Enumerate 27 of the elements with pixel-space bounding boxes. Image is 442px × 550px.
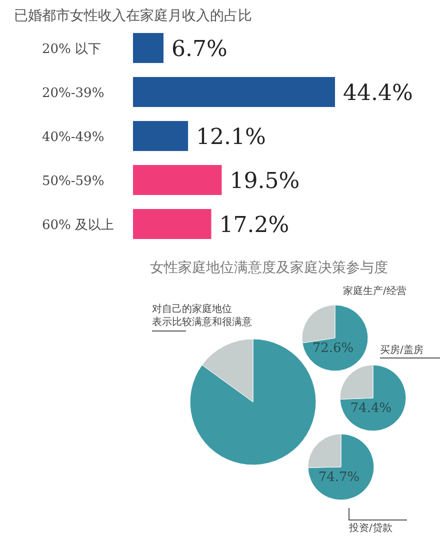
y-tick-label: 20%-39% [42,86,104,101]
bar [133,209,212,239]
data-label: 6.7% [171,37,228,62]
pie-slice [340,364,406,432]
data-label: 17.2% [219,213,290,238]
data-label: 12.1% [196,125,266,150]
chart-title: 已婚都市女性收入在家庭月收入的占比 [14,8,252,24]
data-label: 72.6% [312,341,354,356]
data-label: 74.7% [318,470,360,485]
chart-subtitle: 对自己的家庭地位表示比较满意和很满意 [152,303,252,328]
chart-title: 女性家庭地位满意度及家庭决策参与度 [150,260,388,276]
bar [133,33,164,63]
data-label: 19.5% [230,169,300,194]
y-tick-label: 60% 及以上 [42,218,114,233]
text: 投资/贷款 [348,522,392,534]
bar [133,77,335,107]
y-tick-label: 50%-59% [42,174,104,189]
data-label: 74.4% [350,401,392,416]
chart-title: 买房/盖房 [380,344,424,356]
data-label: 44.4% [343,81,413,106]
chart-title: 家庭生产/经营 [343,285,406,297]
bar [133,121,188,151]
pie-slice [302,304,368,372]
pie-slice [308,434,374,500]
y-tick-label: 20% 以下 [42,42,102,57]
bar [133,165,222,195]
y-tick-label: 40%-49% [42,130,104,145]
